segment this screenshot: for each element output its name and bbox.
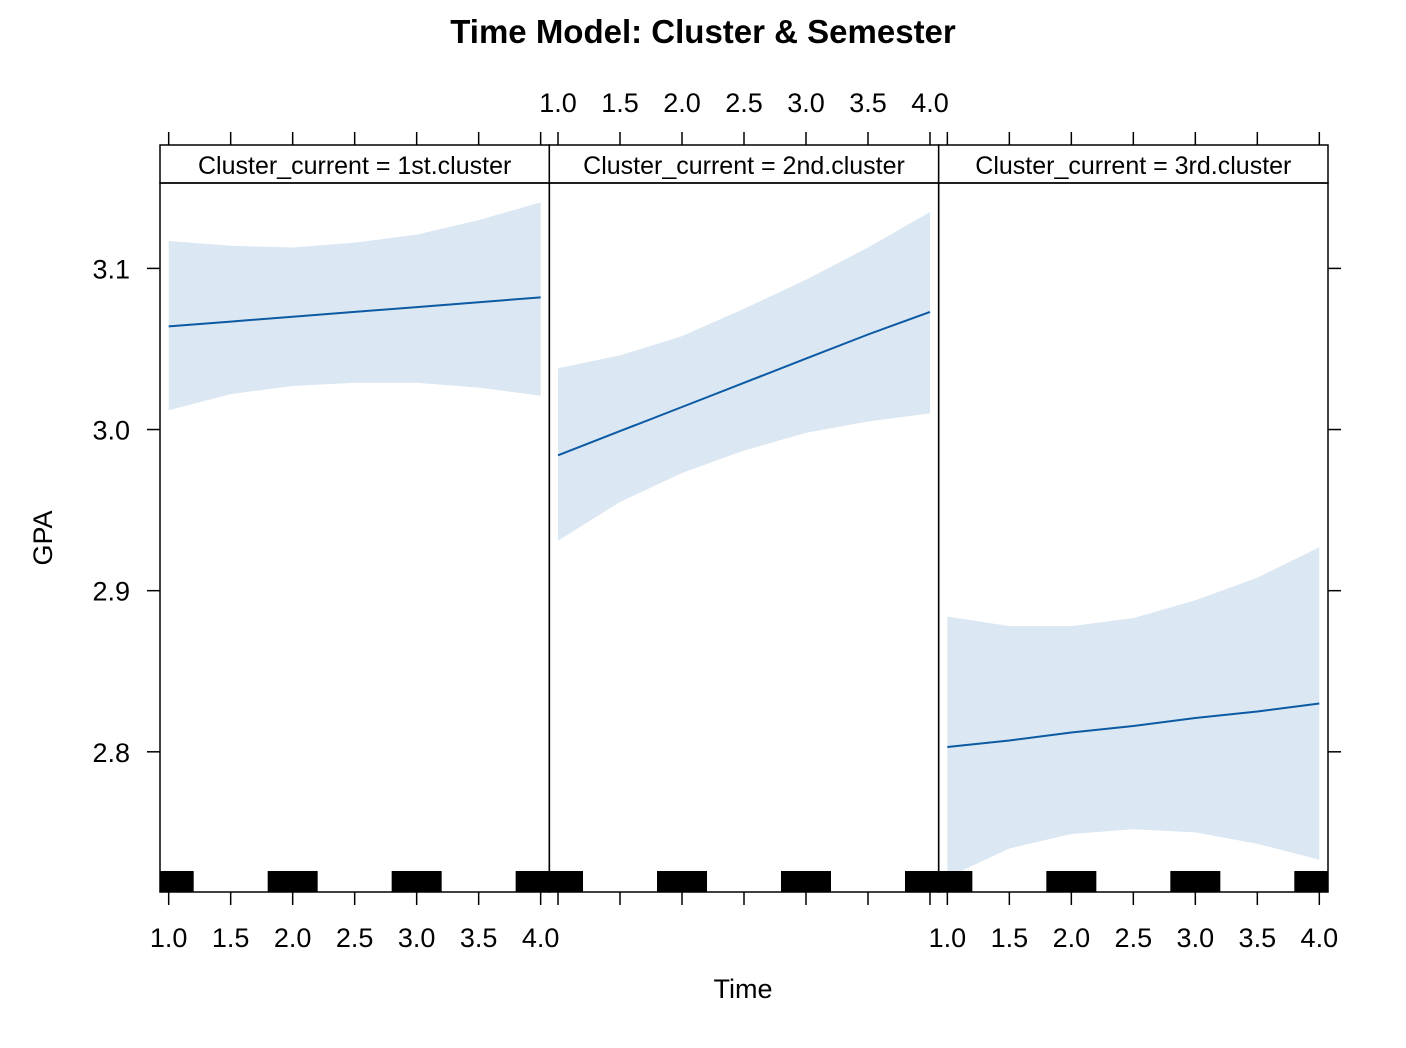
rug-mark [657,871,708,892]
x-tick-label-top: 3.0 [787,88,825,118]
confidence-band [947,547,1320,878]
panel-1: Cluster_current = 1st.cluster [159,144,551,893]
y-tick-label: 3.0 [92,416,130,446]
fit-line [168,296,541,328]
rug-mark [391,871,442,892]
rug-mark [1294,871,1329,892]
panel-plot-area [938,547,1329,892]
x-tick-label: 4.0 [522,923,560,953]
x-tick-label: 3.5 [1239,923,1277,953]
x-tick-label: 1.0 [929,923,967,953]
x-tick-label: 2.5 [336,923,374,953]
confidence-band [558,212,930,541]
y-tick-label: 3.1 [92,254,130,284]
x-tick-label-top: 2.0 [663,88,701,118]
rug-mark [515,871,550,892]
y-axis-title: GPA [28,510,58,565]
panels-layer: Cluster_current = 1st.cluster Cluster_cur… [159,144,1329,893]
x-tick-label-top: 3.5 [849,88,887,118]
panel-plot-area [549,212,939,892]
x-tick-label: 1.5 [991,923,1029,953]
x-tick-label-top: 4.0 [911,88,949,118]
rug-mark [549,871,584,892]
y-tick-label: 2.8 [92,738,130,768]
x-tick-label: 3.5 [460,923,498,953]
strip-label: Cluster_current = 2nd.cluster [583,152,905,180]
x-tick-label: 2.5 [1115,923,1153,953]
y-tick-label: 2.9 [92,577,130,607]
panel-plot-area [160,202,550,892]
axes-layer: 1.0 1.5 2.0 2.5 3.0 3.5 4.0 1.0 1.5 2.0 2.5 3.0 3.5 4… [92,88,1341,953]
x-tick-label: 2.0 [1053,923,1091,953]
rug-mark [267,871,318,892]
rug-mark [160,871,194,892]
x-tick-label: 2.0 [274,923,312,953]
x-axis-title: Time [714,974,773,1004]
rug-mark [1170,871,1221,892]
x-tick-label: 3.0 [1177,923,1215,953]
fit-line [557,310,931,457]
x-tick-label-top: 2.5 [725,88,763,118]
x-tick-label-top: 1.5 [601,88,639,118]
strip-label: Cluster_current = 3rd.cluster [975,152,1291,180]
x-tick-label: 4.0 [1301,923,1339,953]
chart-title: Time Model: Cluster & Semester [450,13,956,50]
x-tick-label: 1.5 [212,923,250,953]
confidence-band [168,202,541,411]
rug-mark [1046,871,1097,892]
x-tick-label: 3.0 [398,923,436,953]
strip-label: Cluster_current = 1st.cluster [198,152,511,180]
panel-2: Cluster_current = 2nd.cluster [548,144,940,893]
x-tick-label-top: 1.0 [539,88,577,118]
rug-mark [938,871,973,892]
fit-line [947,702,1320,748]
rug-mark [780,871,831,892]
panel-3: Cluster_current = 3rd.cluster [937,144,1329,893]
x-tick-label: 1.0 [150,923,188,953]
rug-mark [904,871,939,892]
